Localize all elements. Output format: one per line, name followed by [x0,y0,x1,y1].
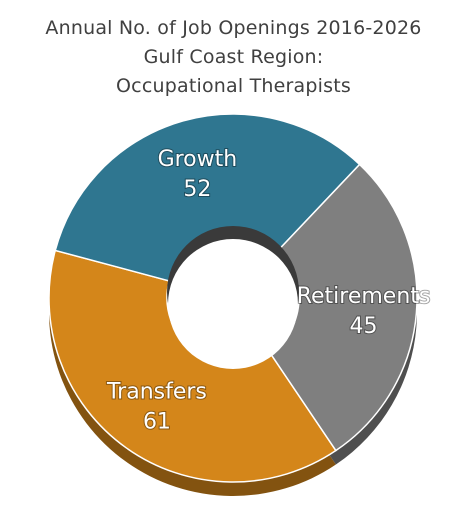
slice-label-growth: Growth [158,147,238,172]
chart-title: Annual No. of Job Openings 2016-2026 Gul… [0,14,467,101]
slice-label-retirements: Retirements [297,284,431,309]
chart-title-line-1: Annual No. of Job Openings 2016-2026 [45,17,422,39]
slice-label-transfers: Transfers [106,380,207,405]
chart-title-line-3: Occupational Therapists [116,75,351,97]
donut-slices [48,113,418,483]
chart-title-line-2: Gulf Coast Region: [143,46,324,68]
donut-hole [168,239,298,369]
slice-value-retirements: 45 [350,314,378,339]
slice-value-transfers: 61 [143,410,171,435]
slice-value-growth: 52 [183,177,211,202]
donut-labels: Transfers 61 Growth 52 Retirements 45 [105,146,431,436]
